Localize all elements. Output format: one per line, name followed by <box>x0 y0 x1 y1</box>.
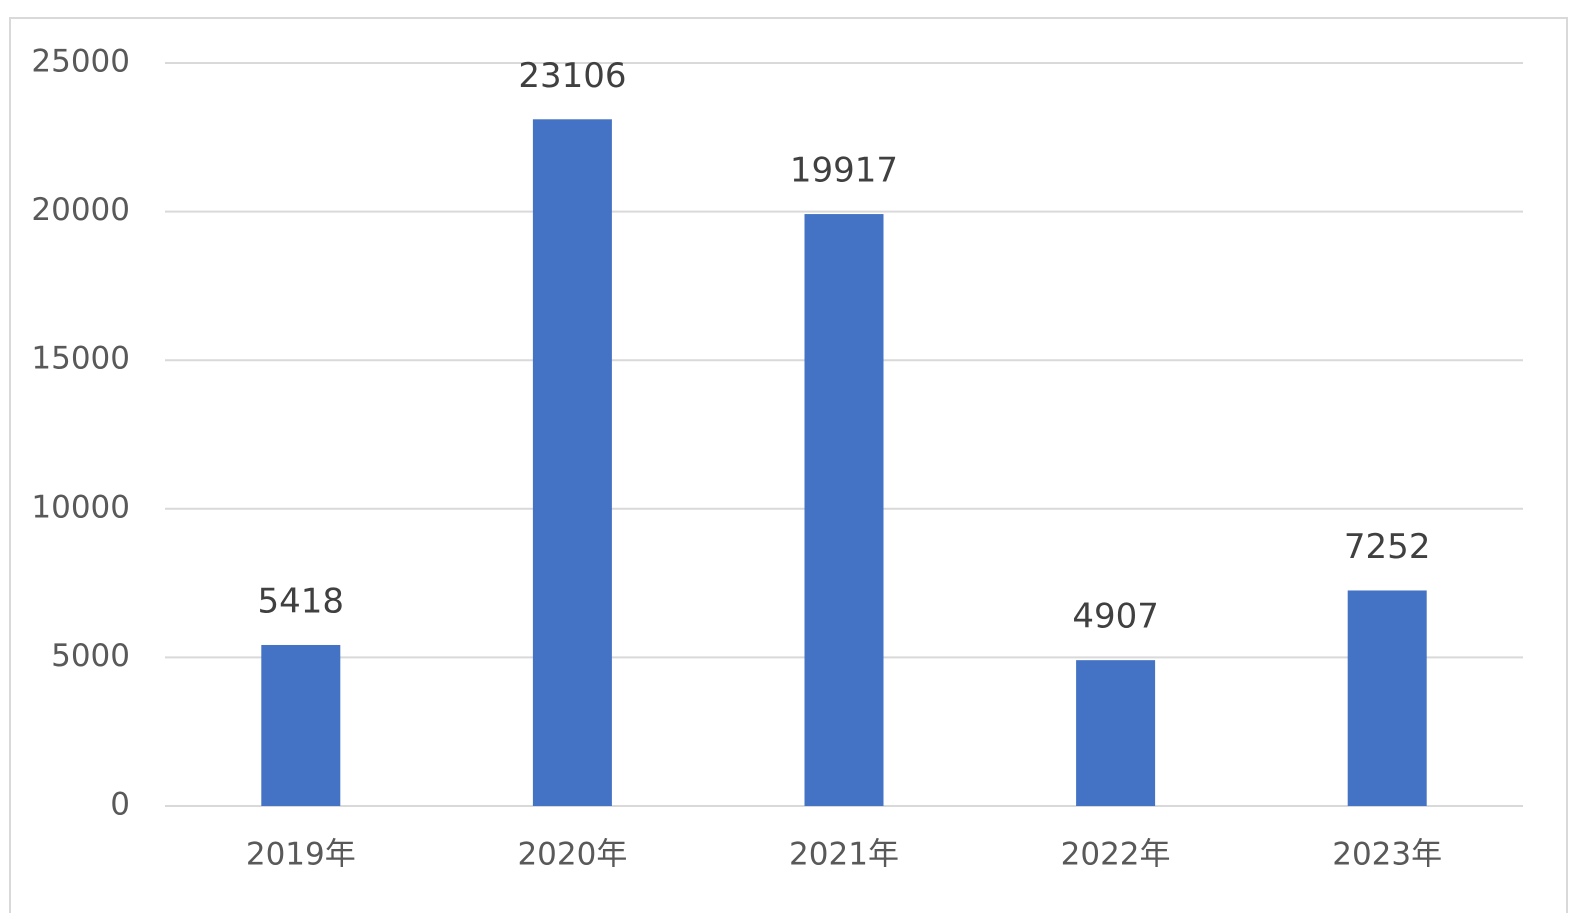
bar <box>1347 590 1427 806</box>
chart-frame <box>9 17 1568 913</box>
data-label: 19917 <box>790 151 898 191</box>
y-tick-label: 15000 <box>31 341 130 377</box>
data-label: 5418 <box>258 581 345 621</box>
bar <box>1076 660 1156 806</box>
bar <box>804 214 884 806</box>
data-label: 23106 <box>518 56 626 96</box>
y-tick-label: 5000 <box>51 638 130 674</box>
y-tick-label: 0 <box>110 787 130 823</box>
y-tick-label: 20000 <box>31 192 130 228</box>
data-label: 4907 <box>1072 597 1159 637</box>
x-tick-label: 2023年 <box>1332 837 1442 873</box>
bar <box>261 644 341 806</box>
bar <box>532 119 612 807</box>
y-tick-label: 25000 <box>31 44 130 80</box>
data-label: 7252 <box>1344 527 1431 567</box>
x-tick-label: 2019年 <box>246 837 356 873</box>
x-tick-label: 2021年 <box>789 837 899 873</box>
x-tick-label: 2022年 <box>1061 837 1171 873</box>
y-tick-label: 10000 <box>31 489 130 525</box>
x-tick-label: 2020年 <box>517 837 627 873</box>
